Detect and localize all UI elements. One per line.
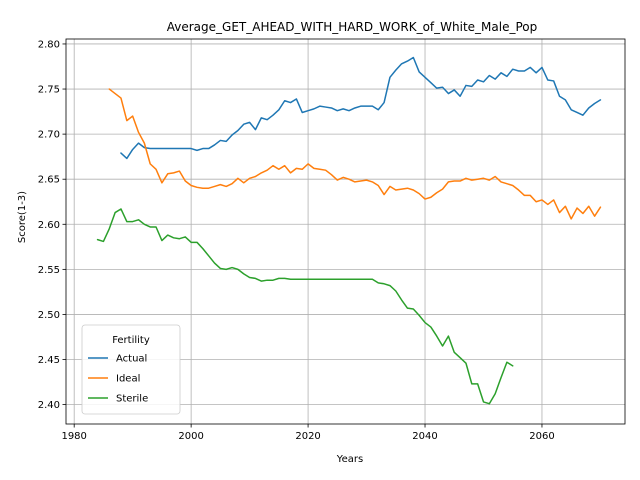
y-tick-label: 2.40: [38, 400, 60, 411]
chart-title: Average_GET_AHEAD_WITH_HARD_WORK_of_Whit…: [167, 20, 538, 34]
series-lines: [96, 56, 602, 405]
x-tick-label: 2060: [529, 431, 554, 442]
x-axis-ticks: 1980 2000 2020 2040 2060: [61, 424, 555, 442]
series-line-actual: [120, 56, 602, 160]
y-tick-label: 2.80: [38, 39, 60, 50]
series-line-sterile: [96, 208, 514, 405]
series-line-ideal: [108, 88, 602, 220]
legend: Fertility Actual Ideal Sterile: [81, 324, 181, 415]
legend-title: Fertility: [112, 335, 150, 346]
x-tick-label: 1980: [61, 431, 86, 442]
legend-box: [81, 324, 181, 415]
x-tick-label: 2040: [412, 431, 437, 442]
x-tick-label: 2020: [295, 431, 320, 442]
y-tick-label: 2.65: [38, 175, 60, 186]
x-tick-label: 2000: [178, 431, 203, 442]
y-tick-label: 2.70: [38, 130, 60, 141]
y-tick-label: 2.50: [38, 310, 60, 321]
legend-label-ideal: Ideal: [116, 374, 140, 385]
y-axis-ticks: 2.40 2.45 2.50 2.55 2.60 2.65 2.70 2.75 2.80: [38, 39, 66, 411]
x-axis-label: Years: [336, 454, 363, 465]
legend-entries: Actual Ideal Sterile: [88, 354, 148, 405]
y-tick-label: 2.45: [38, 355, 60, 366]
legend-label-actual: Actual: [116, 354, 147, 365]
y-axis-label: Score(1-3): [17, 191, 28, 243]
y-tick-label: 2.75: [38, 85, 60, 96]
y-tick-label: 2.60: [38, 220, 60, 231]
plot-area-frame: [65, 38, 626, 425]
y-tick-label: 2.55: [38, 265, 60, 276]
legend-label-sterile: Sterile: [116, 394, 148, 405]
